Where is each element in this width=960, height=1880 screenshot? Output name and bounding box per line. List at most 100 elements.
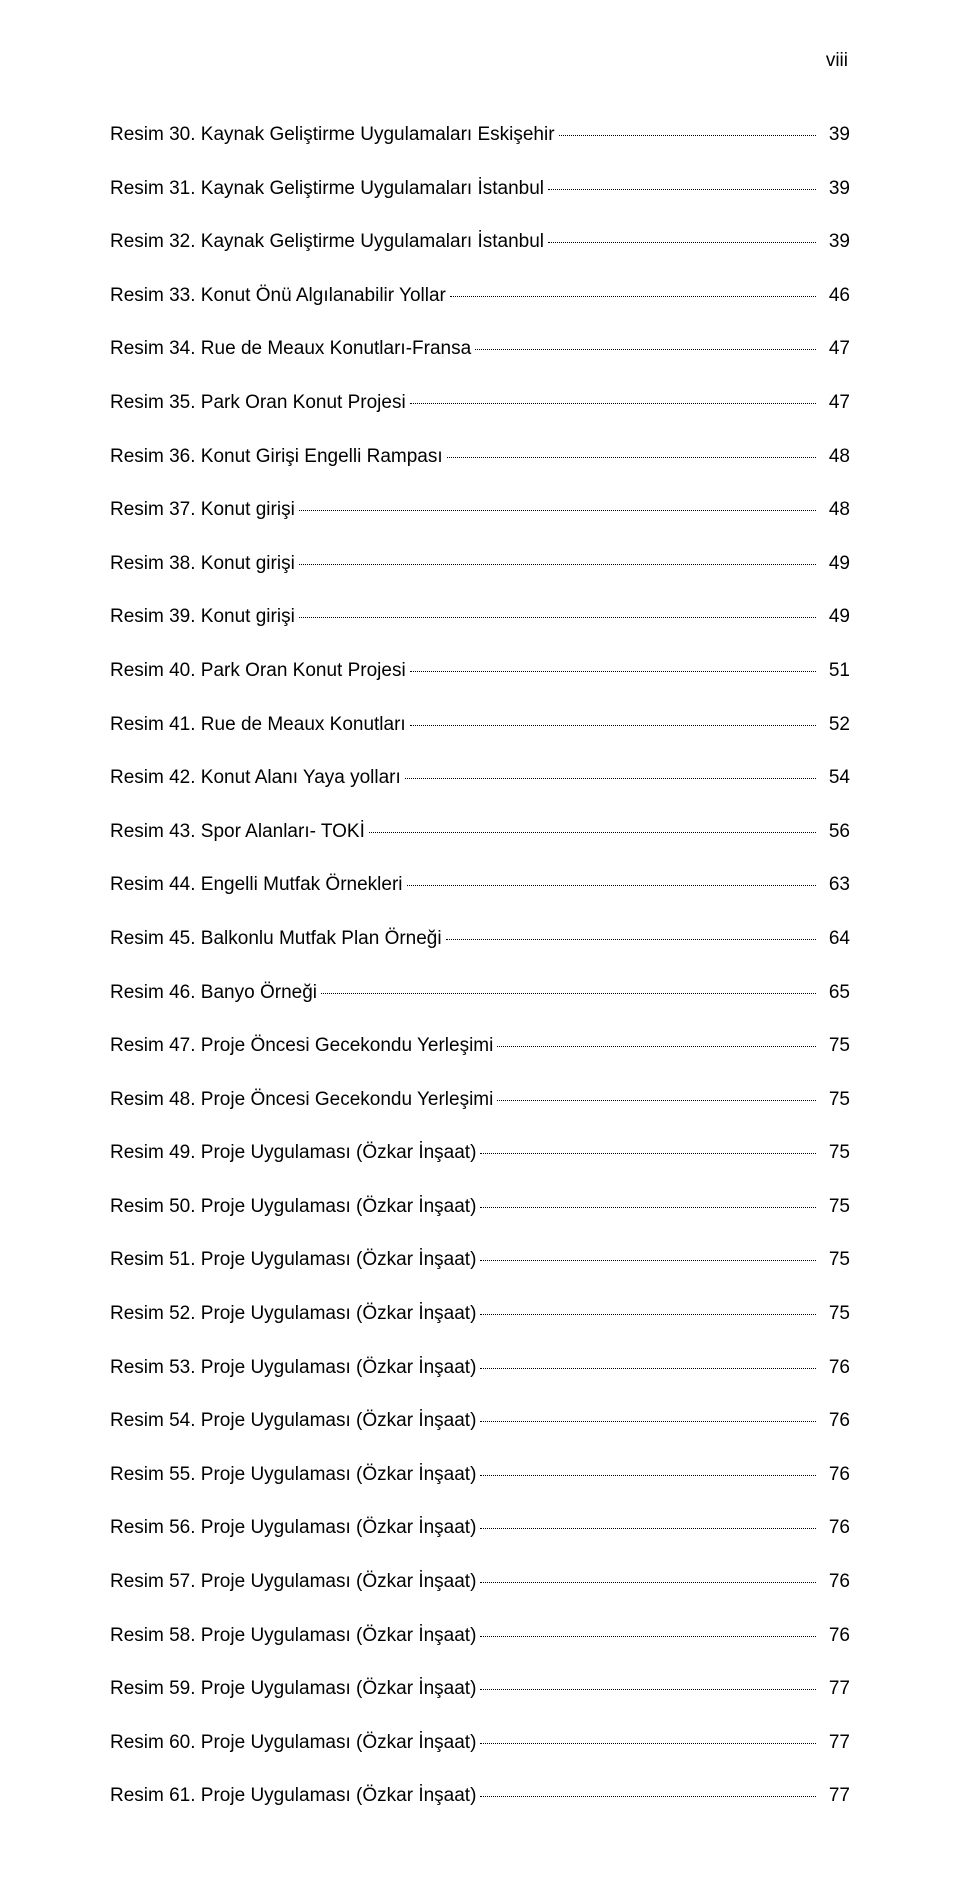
toc-entry-page: 77 <box>820 1676 850 1703</box>
toc-leader-dots <box>480 1528 816 1529</box>
toc-leader-dots <box>299 564 816 565</box>
toc-entry-page: 48 <box>820 444 850 471</box>
toc-leader-dots <box>446 939 816 940</box>
toc-row: Resim 59. Proje Uygulaması (Özkar İnşaat… <box>110 1676 850 1703</box>
toc-row: Resim 44. Engelli Mutfak Örnekleri 63 <box>110 872 850 899</box>
toc-entry-page: 63 <box>820 872 850 899</box>
toc-row: Resim 47. Proje Öncesi Gecekondu Yerleşi… <box>110 1033 850 1060</box>
toc-entry-page: 76 <box>820 1462 850 1489</box>
toc-leader-dots <box>299 617 816 618</box>
toc-leader-dots <box>450 296 816 297</box>
toc-entry-page: 39 <box>820 122 850 149</box>
toc-row: Resim 38. Konut girişi49 <box>110 551 850 578</box>
toc-row: Resim 53. Proje Uygulaması (Özkar İnşaat… <box>110 1355 850 1382</box>
toc-entry-page: 64 <box>820 926 850 953</box>
toc-entry-label: Resim 59. Proje Uygulaması (Özkar İnşaat… <box>110 1676 476 1703</box>
toc-entry-label: Resim 41. Rue de Meaux Konutları <box>110 712 406 739</box>
toc-row: Resim 58. Proje Uygulaması (Özkar İnşaat… <box>110 1623 850 1650</box>
toc-row: Resim 42. Konut Alanı Yaya yolları 54 <box>110 765 850 792</box>
toc-entry-label: Resim 47. Proje Öncesi Gecekondu Yerleşi… <box>110 1033 493 1060</box>
toc-entry-label: Resim 42. Konut Alanı Yaya yolları <box>110 765 401 792</box>
toc-row: Resim 49. Proje Uygulaması (Özkar İnşaat… <box>110 1140 850 1167</box>
toc-entry-label: Resim 50. Proje Uygulaması (Özkar İnşaat… <box>110 1194 476 1221</box>
toc-entry-page: 56 <box>820 819 850 846</box>
toc-entry-page: 54 <box>820 765 850 792</box>
toc-leader-dots <box>480 1743 816 1744</box>
toc-row: Resim 35. Park Oran Konut Projesi 47 <box>110 390 850 417</box>
toc-leader-dots <box>480 1153 816 1154</box>
toc-leader-dots <box>480 1636 816 1637</box>
toc-entry-label: Resim 49. Proje Uygulaması (Özkar İnşaat… <box>110 1140 476 1167</box>
toc-entry-label: Resim 34. Rue de Meaux Konutları-Fransa <box>110 336 471 363</box>
toc-row: Resim 48. Proje Öncesi Gecekondu Yerleşi… <box>110 1087 850 1114</box>
toc-list: Resim 30. Kaynak Geliştirme Uygulamaları… <box>110 122 850 1810</box>
toc-entry-label: Resim 52. Proje Uygulaması (Özkar İnşaat… <box>110 1301 476 1328</box>
toc-row: Resim 51. Proje Uygulaması (Özkar İnşaat… <box>110 1247 850 1274</box>
toc-row: Resim 40. Park Oran Konut Projesi 51 <box>110 658 850 685</box>
toc-row: Resim 32. Kaynak Geliştirme Uygulamaları… <box>110 229 850 256</box>
toc-entry-page: 76 <box>820 1355 850 1382</box>
toc-entry-label: Resim 37. Konut girişi <box>110 497 295 524</box>
toc-row: Resim 46. Banyo Örneği 65 <box>110 980 850 1007</box>
toc-leader-dots <box>407 885 817 886</box>
toc-leader-dots <box>548 242 816 243</box>
toc-entry-label: Resim 33. Konut Önü Algılanabilir Yollar <box>110 283 446 310</box>
toc-entry-page: 39 <box>820 176 850 203</box>
toc-row: Resim 50. Proje Uygulaması (Özkar İnşaat… <box>110 1194 850 1221</box>
toc-entry-page: 46 <box>820 283 850 310</box>
toc-leader-dots <box>369 832 816 833</box>
toc-row: Resim 36. Konut Girişi Engelli Rampası 48 <box>110 444 850 471</box>
toc-entry-page: 47 <box>820 336 850 363</box>
toc-entry-label: Resim 60. Proje Uygulaması (Özkar İnşaat… <box>110 1730 476 1757</box>
toc-leader-dots <box>410 671 816 672</box>
toc-entry-label: Resim 36. Konut Girişi Engelli Rampası <box>110 444 443 471</box>
toc-entry-page: 76 <box>820 1408 850 1435</box>
toc-entry-page: 75 <box>820 1194 850 1221</box>
toc-entry-label: Resim 32. Kaynak Geliştirme Uygulamaları… <box>110 229 544 256</box>
toc-entry-page: 47 <box>820 390 850 417</box>
toc-entry-label: Resim 51. Proje Uygulaması (Özkar İnşaat… <box>110 1247 476 1274</box>
toc-entry-page: 65 <box>820 980 850 1007</box>
toc-entry-label: Resim 31. Kaynak Geliştirme Uygulamaları… <box>110 176 544 203</box>
toc-entry-label: Resim 30. Kaynak Geliştirme Uygulamaları… <box>110 122 555 149</box>
toc-leader-dots <box>480 1368 816 1369</box>
toc-entry-page: 49 <box>820 604 850 631</box>
toc-row: Resim 52. Proje Uygulaması (Özkar İnşaat… <box>110 1301 850 1328</box>
toc-entry-label: Resim 46. Banyo Örneği <box>110 980 317 1007</box>
toc-entry-label: Resim 40. Park Oran Konut Projesi <box>110 658 406 685</box>
toc-leader-dots <box>480 1421 816 1422</box>
toc-row: Resim 34. Rue de Meaux Konutları-Fransa 4… <box>110 336 850 363</box>
toc-entry-label: Resim 53. Proje Uygulaması (Özkar İnşaat… <box>110 1355 476 1382</box>
toc-entry-label: Resim 44. Engelli Mutfak Örnekleri <box>110 872 403 899</box>
toc-row: Resim 43. Spor Alanları- TOKİ 56 <box>110 819 850 846</box>
toc-entry-label: Resim 58. Proje Uygulaması (Özkar İnşaat… <box>110 1623 476 1650</box>
toc-entry-label: Resim 43. Spor Alanları- TOKİ <box>110 819 365 846</box>
toc-entry-label: Resim 61. Proje Uygulaması (Özkar İnşaat… <box>110 1783 476 1810</box>
toc-leader-dots <box>480 1475 816 1476</box>
toc-entry-page: 75 <box>820 1140 850 1167</box>
toc-row: Resim 61. Proje Uygulaması (Özkar İnşaat… <box>110 1783 850 1810</box>
toc-row: Resim 31. Kaynak Geliştirme Uygulamaları… <box>110 176 850 203</box>
toc-entry-label: Resim 38. Konut girişi <box>110 551 295 578</box>
toc-leader-dots <box>548 189 816 190</box>
toc-leader-dots <box>475 349 816 350</box>
toc-row: Resim 54. Proje Uygulaması (Özkar İnşaat… <box>110 1408 850 1435</box>
toc-entry-label: Resim 48. Proje Öncesi Gecekondu Yerleşi… <box>110 1087 493 1114</box>
toc-leader-dots <box>480 1260 816 1261</box>
toc-entry-label: Resim 45. Balkonlu Mutfak Plan Örneği <box>110 926 442 953</box>
toc-entry-page: 76 <box>820 1569 850 1596</box>
toc-entry-label: Resim 35. Park Oran Konut Projesi <box>110 390 406 417</box>
toc-leader-dots <box>299 510 816 511</box>
toc-row: Resim 60. Proje Uygulaması (Özkar İnşaat… <box>110 1730 850 1757</box>
toc-leader-dots <box>447 457 816 458</box>
toc-row: Resim 33. Konut Önü Algılanabilir Yollar… <box>110 283 850 310</box>
toc-leader-dots <box>480 1689 816 1690</box>
page-numeral: viii <box>110 50 850 72</box>
toc-row: Resim 45. Balkonlu Mutfak Plan Örneği 64 <box>110 926 850 953</box>
toc-leader-dots <box>410 403 816 404</box>
toc-entry-page: 76 <box>820 1623 850 1650</box>
toc-entry-page: 51 <box>820 658 850 685</box>
toc-row: Resim 57. Proje Uygulaması (Özkar İnşaat… <box>110 1569 850 1596</box>
toc-entry-page: 76 <box>820 1515 850 1542</box>
toc-leader-dots <box>405 778 816 779</box>
